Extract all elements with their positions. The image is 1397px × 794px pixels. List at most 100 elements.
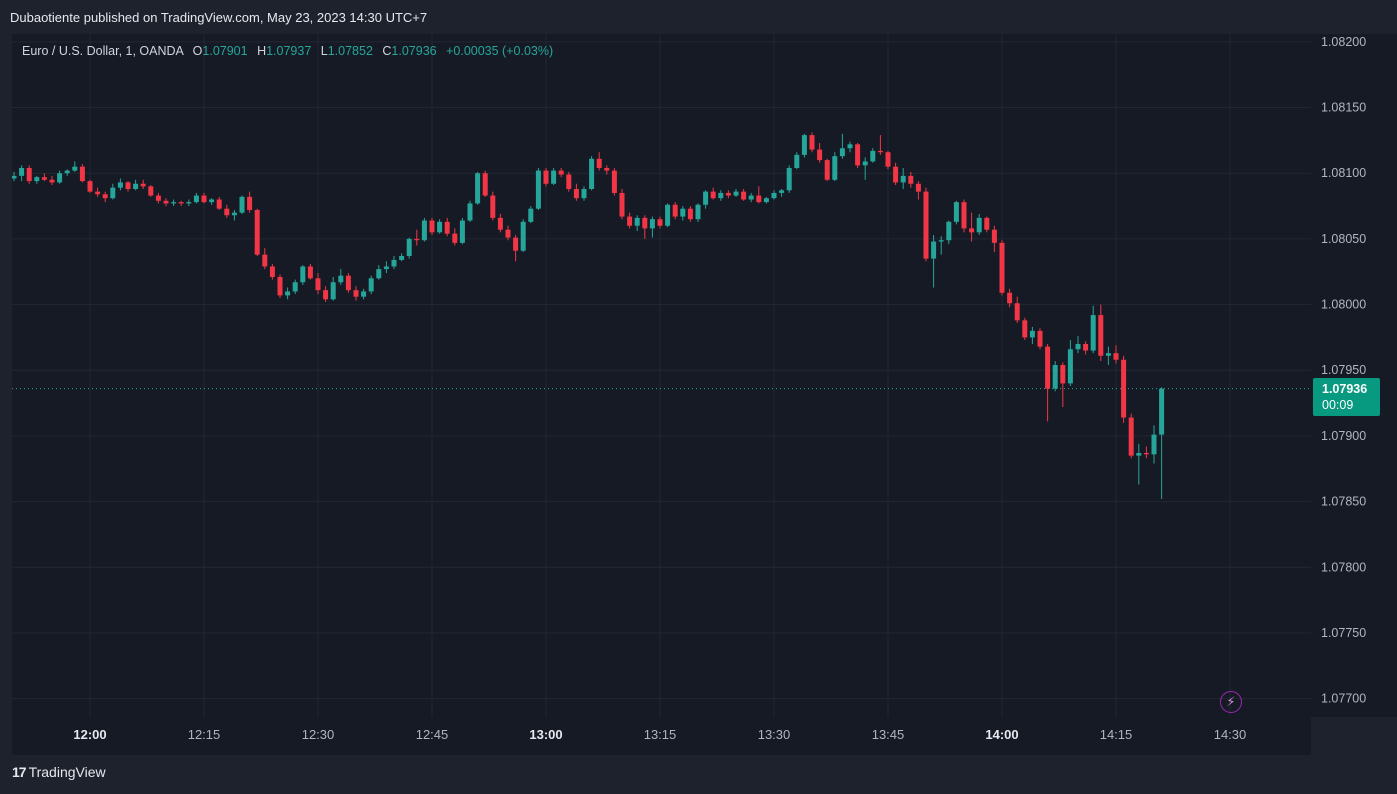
candle: [444, 217, 450, 237]
candle-body: [1105, 353, 1111, 356]
candle: [79, 164, 85, 183]
candle-body: [140, 183, 146, 187]
candle: [155, 192, 161, 204]
price-tick-label: 1.08000: [1321, 298, 1366, 312]
candle-body: [969, 228, 975, 233]
candle-body: [64, 170, 70, 174]
candle-body: [497, 217, 503, 230]
candle: [361, 288, 367, 300]
candle: [292, 279, 298, 295]
chart-pane[interactable]: [12, 34, 1311, 717]
candle-body: [1060, 364, 1066, 384]
candle-body: [368, 278, 374, 292]
candle: [34, 175, 40, 184]
candle-body: [649, 219, 655, 229]
candle-body: [665, 204, 671, 226]
candle-body: [41, 177, 47, 180]
candle-body: [429, 220, 435, 233]
candle-body: [490, 195, 496, 218]
candle-body: [847, 144, 853, 149]
candle-body: [725, 192, 731, 196]
candle-body: [254, 210, 260, 255]
candle-body: [543, 170, 549, 184]
candle: [1060, 362, 1066, 408]
candle: [589, 156, 595, 191]
candle: [452, 228, 458, 246]
candle-body: [1113, 353, 1119, 360]
candle: [908, 171, 914, 188]
low-value: 1.07852: [327, 44, 373, 58]
lightning-icon[interactable]: ⚡︎: [1220, 691, 1242, 713]
close-label: C: [382, 44, 392, 58]
time-axis[interactable]: 12:00 12:15 12:30 12:45 13:00 13:15 13:30 13:45…: [12, 717, 1311, 755]
candle: [634, 215, 640, 232]
candle: [999, 240, 1005, 296]
candle-body: [315, 278, 321, 291]
price-tick-label: 1.07700: [1321, 692, 1366, 706]
candle-body: [558, 170, 564, 175]
candle: [756, 186, 762, 204]
candle-body: [528, 208, 534, 222]
candle-body: [779, 190, 785, 193]
candle-body: [57, 173, 63, 183]
publish-header: Dubaotiente published on TradingView.com…: [0, 0, 1397, 34]
candle: [110, 183, 116, 200]
candle-body: [703, 191, 709, 205]
candle: [429, 217, 435, 235]
candle: [543, 167, 549, 187]
candle-body: [1083, 343, 1089, 351]
candle-body: [467, 203, 473, 221]
candle: [231, 210, 237, 221]
time-tick-label: 14:00: [985, 727, 1018, 742]
candlestick-chart[interactable]: [12, 34, 1311, 717]
candle-body: [718, 192, 724, 199]
candle: [520, 219, 526, 253]
candle: [239, 195, 245, 214]
symbol-name[interactable]: Euro / U.S. Dollar, 1, OANDA: [22, 44, 184, 58]
candle: [186, 199, 192, 207]
close-value: 1.07936: [391, 44, 437, 58]
candle: [1143, 446, 1149, 459]
candle-body: [938, 240, 944, 242]
candle: [817, 143, 823, 163]
candle-body: [133, 183, 139, 189]
candle-body: [976, 217, 982, 233]
candle: [900, 167, 906, 189]
candle: [148, 185, 154, 197]
candle: [26, 165, 32, 184]
candle-body: [414, 238, 420, 241]
brand-name: TradingView: [28, 764, 106, 780]
time-tick-label: 12:30: [302, 727, 335, 742]
candle-body: [300, 266, 306, 283]
candle: [1113, 345, 1119, 364]
candle: [376, 265, 382, 280]
candle-body: [573, 188, 579, 199]
candle: [687, 206, 693, 222]
candle: [741, 188, 747, 201]
candle-body: [163, 200, 169, 204]
candle-body: [353, 290, 359, 297]
candle-body: [376, 269, 382, 279]
candle-body: [931, 241, 937, 259]
price-axis[interactable]: 1.08200 1.08150 1.08100 1.08050 1.08000 1.079…: [1311, 34, 1397, 717]
candle-body: [323, 290, 329, 300]
candle-body: [513, 237, 519, 251]
candle-body: [216, 199, 222, 209]
price-tick-label: 1.07900: [1321, 429, 1366, 443]
open-label: O: [192, 44, 203, 58]
candle: [1075, 336, 1081, 354]
candle-body: [771, 192, 777, 199]
candle-body: [1014, 303, 1020, 321]
candle-body: [908, 175, 914, 184]
candle: [201, 192, 207, 204]
candle-body: [596, 158, 602, 168]
candle: [140, 179, 146, 189]
candle-body: [877, 150, 883, 153]
tradingview-brand[interactable]: 17 TradingView: [12, 764, 106, 780]
candle-body: [1052, 364, 1058, 389]
candle-body: [1075, 343, 1081, 350]
candle: [513, 234, 519, 262]
candle: [1128, 413, 1134, 459]
candle-body: [262, 254, 268, 267]
tradingview-logo-icon: 17: [12, 764, 27, 780]
